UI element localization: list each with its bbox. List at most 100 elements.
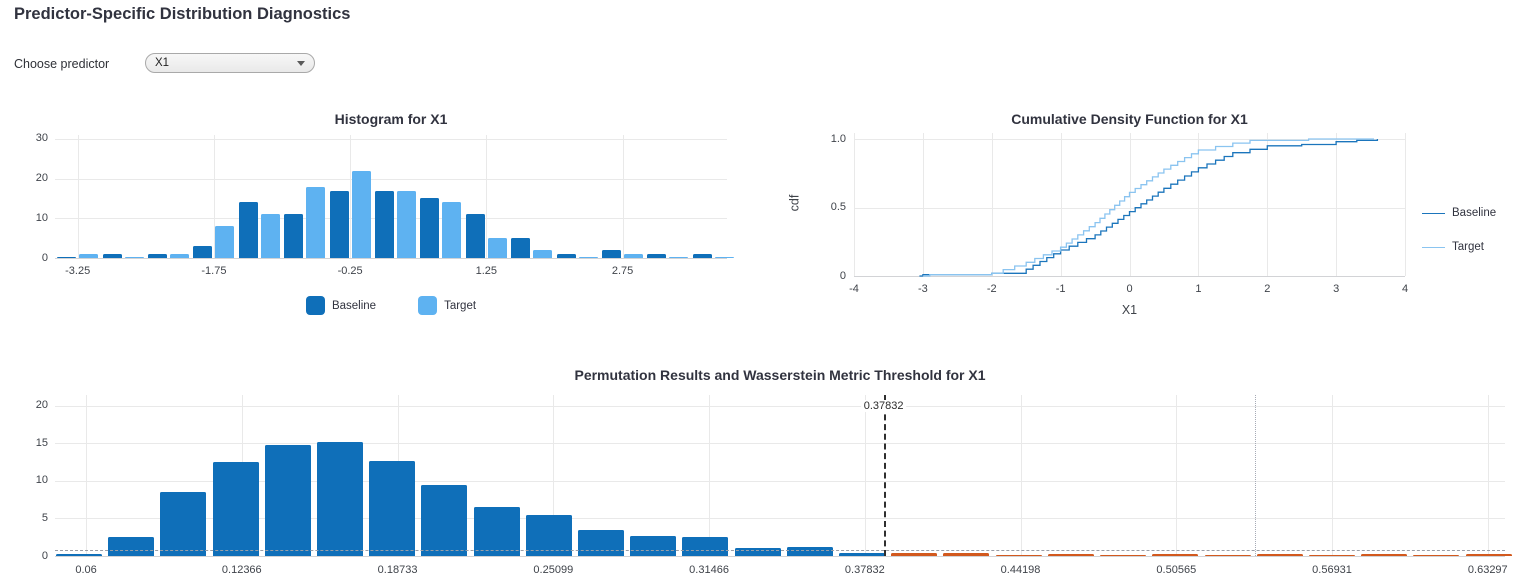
predictor-select[interactable]: X1 xyxy=(145,53,315,73)
gridline xyxy=(1332,395,1334,556)
histogram-bar-baseline xyxy=(511,238,531,258)
histogram-bar-target xyxy=(578,256,598,258)
gridline xyxy=(922,133,924,276)
gridline xyxy=(854,207,1405,209)
gridline xyxy=(55,178,727,180)
histogram-bar-baseline xyxy=(602,250,622,258)
x-tick-label: -1.75 xyxy=(201,265,227,277)
gridline xyxy=(486,135,488,258)
x-tick-label: 0.31466 xyxy=(689,564,729,576)
baseline-swatch-icon xyxy=(305,296,325,315)
x-tick-label: -3.25 xyxy=(65,265,91,277)
predictor-select-value: X1 xyxy=(155,57,170,69)
permutation-bar xyxy=(264,444,311,556)
gridline xyxy=(55,138,727,140)
histogram-bar-baseline xyxy=(647,254,667,258)
gridline xyxy=(1129,133,1131,276)
x-tick-label: -2 xyxy=(986,283,997,295)
x-tick-label: 3 xyxy=(1333,283,1340,295)
baseline-line-icon xyxy=(1422,212,1445,214)
histogram-bar-target xyxy=(260,214,280,258)
gridline xyxy=(213,135,215,258)
cdf-title: Cumulative Density Function for X1 xyxy=(1011,111,1248,127)
permutation-bar-exceeding xyxy=(1308,554,1355,556)
gridline xyxy=(397,395,399,556)
observed-metric-line xyxy=(883,395,886,556)
cdf-legend-item-baseline[interactable]: Baseline xyxy=(1422,207,1496,219)
permutation-bar xyxy=(160,492,207,556)
histogram-bar-target xyxy=(170,254,189,258)
y-tick-label: 0 xyxy=(41,549,48,562)
histogram-bar-target xyxy=(397,190,417,258)
x-tick-label: -0.25 xyxy=(337,265,363,277)
cdf-x-axis-label: X1 xyxy=(1121,303,1138,317)
gridline xyxy=(350,135,352,258)
gridline xyxy=(55,518,1505,520)
histogram-bar-target xyxy=(351,170,371,258)
gridline xyxy=(864,395,866,556)
histogram-bar-baseline xyxy=(420,198,440,258)
legend-item-target[interactable]: Target xyxy=(418,296,476,315)
y-tick-label: 30 xyxy=(35,132,48,145)
permutation-bar xyxy=(630,536,677,556)
permutation-bar xyxy=(734,548,781,556)
x-tick-label: 2 xyxy=(1264,283,1271,295)
permutation-bar xyxy=(525,514,572,556)
permutation-bar xyxy=(55,554,102,556)
permutation-bar xyxy=(578,529,625,556)
gridline xyxy=(854,133,855,276)
histogram-bar-target xyxy=(669,256,689,258)
permutation-bar-exceeding xyxy=(1465,554,1512,556)
permutation-bar-exceeding xyxy=(943,552,990,556)
permutation-bar-exceeding xyxy=(995,554,1042,556)
histogram-bar-target xyxy=(624,254,644,258)
y-tick-label: 0 xyxy=(41,251,48,264)
y-tick-label: 10 xyxy=(35,211,48,224)
permutation-bar-exceeding xyxy=(1152,554,1199,556)
histogram-bar-baseline xyxy=(465,214,485,258)
permutation-bar xyxy=(473,507,520,556)
histogram-bar-baseline xyxy=(193,246,213,258)
y-tick-label: 0 xyxy=(839,269,846,282)
x-tick-label: -1 xyxy=(1055,283,1066,295)
gridline xyxy=(1060,133,1062,276)
legend-item-baseline[interactable]: Baseline xyxy=(305,296,376,315)
gridline xyxy=(1020,395,1022,556)
permutation-bar-exceeding xyxy=(1047,554,1094,556)
y-tick-label: 1.0 xyxy=(830,132,846,145)
page-title: Predictor-Specific Distribution Diagnost… xyxy=(14,5,351,23)
target-swatch-icon xyxy=(418,296,438,315)
cdf-lines xyxy=(919,138,1379,277)
gridline xyxy=(55,405,1505,407)
x-tick-label: 0.37832 xyxy=(844,564,885,576)
histogram-bar-baseline xyxy=(148,254,167,258)
histogram-bar-target xyxy=(79,254,99,258)
gridline xyxy=(1176,395,1178,556)
x-tick-label: 0.06 xyxy=(75,564,97,576)
threshold-line xyxy=(1255,395,1257,556)
histogram-legend: Baseline Target xyxy=(55,296,727,315)
histogram-bar-baseline xyxy=(375,190,395,258)
cdf-legend-label-target: Target xyxy=(1452,241,1484,253)
permutation-bar xyxy=(317,442,363,556)
histogram-bar-target xyxy=(306,186,326,258)
predictor-select-label: Choose predictor xyxy=(14,57,110,71)
permutation-bar-exceeding xyxy=(1361,554,1408,556)
x-tick-label: 0.18733 xyxy=(377,564,418,576)
gridline xyxy=(1336,133,1338,276)
gridline xyxy=(553,395,555,556)
histogram-title: Histogram for X1 xyxy=(334,111,448,127)
x-tick-label: 0.12366 xyxy=(221,564,262,576)
cdf-legend-label-baseline: Baseline xyxy=(1452,207,1497,219)
permutation-bar-exceeding xyxy=(1100,554,1147,556)
gridline xyxy=(241,395,243,556)
significance-ref-line xyxy=(55,549,1505,551)
cdf-legend-item-target[interactable]: Target xyxy=(1422,241,1484,253)
y-tick-label: 0.5 xyxy=(830,201,846,213)
cdf-line-baseline xyxy=(919,139,1379,277)
gridline xyxy=(1405,133,1406,276)
x-tick-label: 0.56931 xyxy=(1312,564,1352,576)
permutation-bar xyxy=(839,552,886,556)
permutation-bar-exceeding xyxy=(891,553,938,556)
